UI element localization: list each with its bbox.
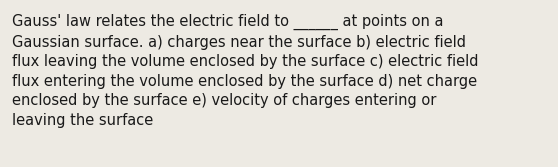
Text: Gauss' law relates the electric field to ______ at points on a
Gaussian surface.: Gauss' law relates the electric field to… (12, 14, 479, 128)
